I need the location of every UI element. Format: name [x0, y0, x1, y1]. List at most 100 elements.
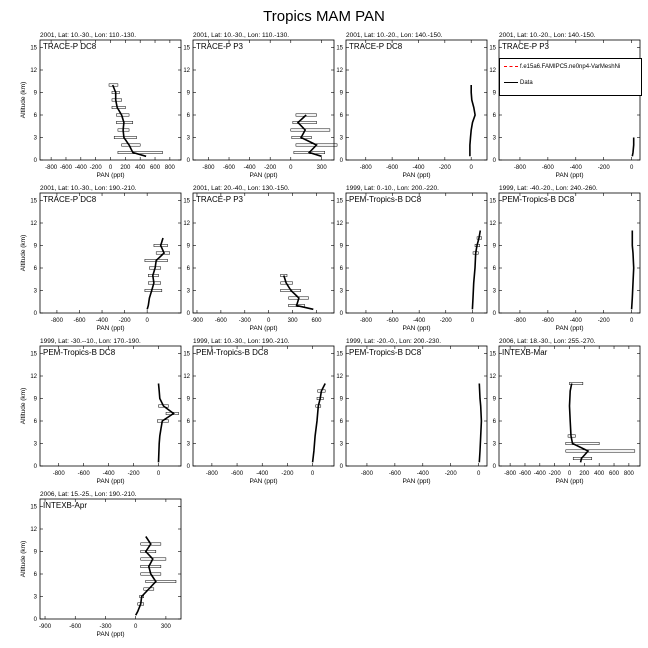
x-tick-label: -400	[570, 165, 583, 171]
data-series-line	[469, 85, 476, 157]
x-tick-label: -400	[413, 318, 426, 324]
x-tick-label: -200	[549, 471, 562, 477]
data-series-line	[568, 383, 590, 463]
x-axis-label: PAN (ppt)	[402, 325, 430, 332]
x-tick-label: -900	[39, 624, 52, 630]
panel-title: 2001, Lat: 10.-20., Lon: 140.-150.	[346, 32, 443, 39]
y-tick-label: 0	[493, 311, 497, 317]
data-series-line	[111, 84, 147, 158]
data-series-line	[283, 275, 314, 311]
panel-title: 1999, Lat: 10.-30., Lon: 190.-210.	[193, 338, 290, 345]
x-tick-label: -800	[45, 165, 58, 171]
x-tick-label: 0	[109, 165, 113, 171]
y-tick-label: 9	[340, 244, 344, 250]
error-bar	[111, 98, 122, 102]
panel-title: 1999, Lat: 0.-10., Lon: 200.-220.	[346, 185, 439, 192]
x-tick-label: -200	[281, 471, 294, 477]
y-tick-label: 15	[30, 199, 37, 205]
x-tick-label: -600	[386, 165, 399, 171]
y-tick-label: 3	[340, 289, 344, 295]
error-bar	[140, 550, 157, 553]
panel-title: 1999, Lat: -20.-0., Lon: 200.-230.	[346, 338, 441, 345]
error-bar	[111, 106, 126, 109]
y-tick-label: 6	[340, 266, 344, 272]
x-tick-label: -400	[96, 318, 109, 324]
x-axis-label: PAN (ppt)	[96, 631, 124, 638]
x-tick-label: -600	[78, 471, 91, 477]
x-tick-label: -600	[215, 318, 228, 324]
y-tick-label: 3	[340, 136, 344, 142]
x-tick-label: -400	[256, 471, 269, 477]
legend-label-data: Data	[520, 80, 533, 86]
x-tick-label: 0	[134, 624, 138, 630]
x-tick-label: -800	[53, 471, 66, 477]
x-tick-label: 600	[609, 471, 620, 477]
x-tick-label: -600	[231, 471, 244, 477]
x-tick-label: -800	[360, 165, 373, 171]
campaign-label: PEM-Tropics-B DC8	[349, 195, 422, 204]
y-tick-label: 9	[493, 397, 497, 403]
x-tick-label: -600	[387, 318, 400, 324]
x-tick-label: -200	[90, 165, 103, 171]
y-tick-label: 0	[340, 311, 344, 317]
x-tick-label: 200	[579, 471, 590, 477]
chart-panel: 2001, Lat: 10.-30., Lon: 110.-130. TRACE-…	[20, 32, 182, 179]
plot-frame	[192, 192, 335, 314]
x-tick-label: -600	[542, 318, 555, 324]
x-tick-label: 400	[594, 471, 605, 477]
y-tick-label: 0	[493, 158, 497, 164]
y-tick-label: 15	[30, 505, 37, 511]
y-tick-label: 15	[183, 352, 190, 358]
error-bar	[290, 128, 331, 132]
x-tick-label: -400	[534, 471, 547, 477]
campaign-label: PEM-Tropics-B DC8	[502, 195, 575, 204]
y-tick-label: 15	[30, 46, 37, 52]
figure-title: Tropics MAM PAN	[263, 8, 385, 25]
x-tick-label: -600	[223, 165, 236, 171]
data-series-line	[478, 383, 483, 463]
y-tick-label: 0	[34, 311, 38, 317]
y-tick-label: 3	[340, 442, 344, 448]
y-tick-label: 0	[493, 464, 497, 470]
y-tick-label: 6	[34, 419, 38, 425]
error-bar	[293, 151, 325, 154]
legend-swatch-data	[504, 81, 518, 83]
chart-panel: 2001, Lat: 10.-20., Lon: 140.-150. TRACE-…	[336, 32, 488, 179]
x-tick-label: -600	[519, 471, 532, 477]
legend-item-data: Data	[504, 79, 533, 87]
y-tick-label: 3	[187, 289, 191, 295]
x-tick-label: -300	[99, 624, 112, 630]
y-tick-label: 3	[34, 136, 38, 142]
x-axis-label: PAN (ppt)	[555, 325, 583, 332]
y-tick-label: 3	[34, 442, 38, 448]
campaign-label: TRACE-P P3	[196, 42, 244, 51]
y-tick-label: 15	[489, 352, 496, 358]
x-axis-label: PAN (ppt)	[249, 172, 277, 179]
x-tick-label: -400	[244, 165, 257, 171]
y-tick-label: 6	[34, 266, 38, 272]
x-tick-label: 600	[311, 318, 322, 324]
data-series-line	[157, 383, 175, 463]
plot-frame	[39, 192, 182, 314]
panel-title: 1999, Lat: -30.--10., Lon: 170.-190.	[40, 338, 141, 345]
campaign-label: TRACE-P P3	[502, 42, 550, 51]
y-tick-label: 12	[489, 221, 496, 227]
legend-label-model: f.e15a6.FAMIPC5.ne0np4-VarMeshNi	[520, 64, 621, 70]
x-tick-label: -400	[75, 165, 88, 171]
x-tick-label: -600	[542, 165, 555, 171]
panel-title: 2001, Lat: 10.-30., Lon: 110.-130.	[193, 32, 289, 39]
data-series-line	[630, 230, 635, 310]
x-tick-label: 0	[157, 471, 161, 477]
x-tick-label: -800	[514, 318, 527, 324]
y-tick-label: 6	[340, 419, 344, 425]
y-axis-label: Altitude (km)	[20, 388, 27, 424]
y-tick-label: 3	[493, 289, 497, 295]
x-tick-label: -600	[389, 471, 402, 477]
campaign-label: TRACE-P DC8	[43, 42, 97, 51]
x-tick-label: -600	[69, 624, 82, 630]
x-axis-label: PAN (ppt)	[249, 325, 277, 332]
x-tick-label: -200	[119, 318, 132, 324]
y-tick-label: 12	[489, 68, 496, 74]
data-series-line	[471, 230, 482, 310]
y-tick-label: 15	[183, 199, 190, 205]
